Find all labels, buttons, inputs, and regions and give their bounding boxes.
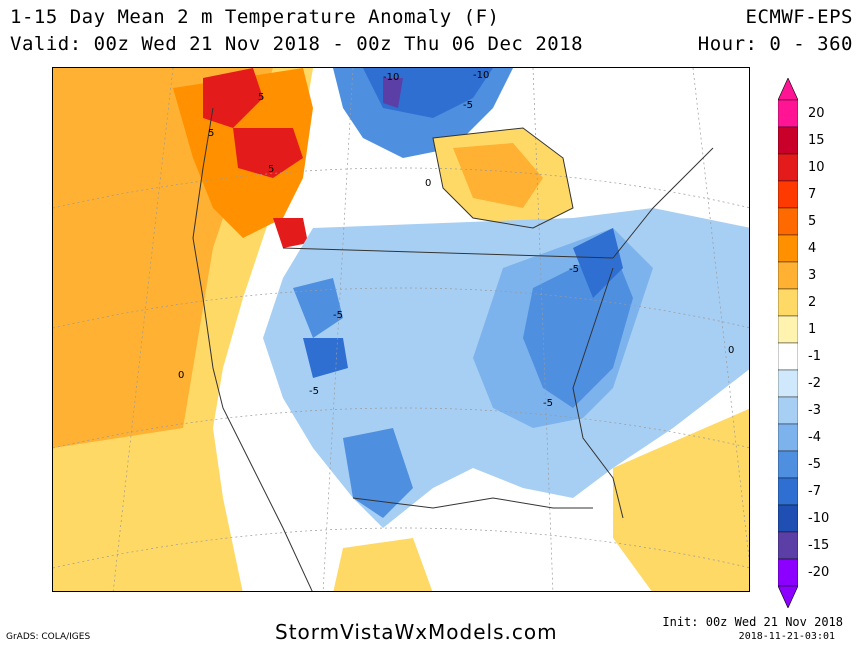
colorbar-label: 4 [808,240,817,256]
contour-label: -10 [473,70,489,81]
colorbar-label: -20 [808,564,830,580]
contour-label: 0 [178,370,184,381]
colorbar-label: 3 [808,267,817,283]
atlantic-warm-area [613,408,749,591]
colorbar-label: 5 [808,213,817,229]
temperature-anomaly-map: -10 -10 -5 5 5 5 0 -5 -5 -5 -5 0 0 [52,67,750,592]
contour-label: 5 [258,92,264,103]
mexico-warm-area [333,538,433,591]
coastlines [192,107,714,591]
colorbar-swatch [778,504,798,533]
colorbar-label: -7 [808,483,821,499]
colorbar-top-arrow [778,78,798,101]
northeast-cold-core [573,228,623,298]
colorbar-swatch [778,423,798,452]
colorbar-label: 2 [808,294,817,310]
colorbar-label: 1 [808,321,817,337]
colorbar-swatch [778,234,798,263]
colorbar-swatch [778,450,798,479]
colorbar-label: -1 [808,348,821,364]
colorbar-label: -4 [808,429,821,445]
colorbar-swatch [778,153,798,182]
colorbar-swatch [778,288,798,317]
colorbar-swatch [778,369,798,398]
colorbar-swatch [778,315,798,344]
contour-label: -5 [333,310,343,321]
contour-label: 0 [728,345,734,356]
colorbar-swatch [778,342,798,371]
contour-label: -5 [569,264,579,275]
colorbar-bottom-arrow [778,585,798,608]
valid-period: Valid: 00z Wed 21 Nov 2018 - 00z Thu 06 … [10,33,584,55]
site-credit: StormVistaWxModels.com [275,620,558,644]
model-name: ECMWF-EPS [745,6,853,28]
contour-label: 0 [425,178,431,189]
colorbar-label: -3 [808,402,821,418]
grads-credit: GrADS: COLA/IGES [6,632,91,642]
contour-label: 5 [268,164,274,175]
colorbar-label: -15 [808,537,830,553]
contour-label: -5 [463,100,473,111]
colorbar-label: -5 [808,456,821,472]
map-svg: -10 -10 -5 5 5 5 0 -5 -5 -5 -5 0 0 [53,68,749,591]
forecast-hours: Hour: 0 - 360 [697,33,853,55]
colorbar-swatch [778,180,798,209]
graticule [53,68,749,591]
generation-stamp: 2018-11-21-03:01 [738,631,835,642]
colorbar-label: 7 [808,186,817,202]
colorbar-swatch [778,558,798,587]
colorbar-label: 20 [808,105,825,121]
color-scale-bar [778,78,798,608]
init-time: Init: 00z Wed 21 Nov 2018 [662,615,843,629]
colorbar-swatch [778,99,798,128]
arctic-purple-spot [383,78,403,108]
contour-labels: -10 -10 -5 5 5 5 0 -5 -5 -5 -5 0 0 [178,70,734,409]
colorbar-swatch [778,477,798,506]
bc-hot-spot-1 [203,68,263,128]
contour-label: -10 [383,72,399,83]
bc-hot-spot-3 [273,218,308,248]
colorbar-swatch [778,126,798,155]
colorbar-swatch [778,531,798,560]
colorbar-swatch [778,207,798,236]
colorbar-swatch [778,396,798,425]
bc-hot-spot-2 [233,128,303,178]
texas-cold-area [343,428,413,518]
hudson-bay-warmer [453,143,543,208]
contour-label: 5 [208,128,214,139]
colorbar-label: -2 [808,375,821,391]
rockies-cold-spot-1 [293,278,343,338]
map-title: 1-15 Day Mean 2 m Temperature Anomaly (F… [10,6,500,28]
colorbar-label: -10 [808,510,830,526]
colorbar-label: 10 [808,159,825,175]
east-cold-core [523,248,633,408]
colorbar-swatch [778,261,798,290]
colorbar-label: 15 [808,132,825,148]
contour-label: -5 [543,398,553,409]
contour-label: -5 [309,386,319,397]
